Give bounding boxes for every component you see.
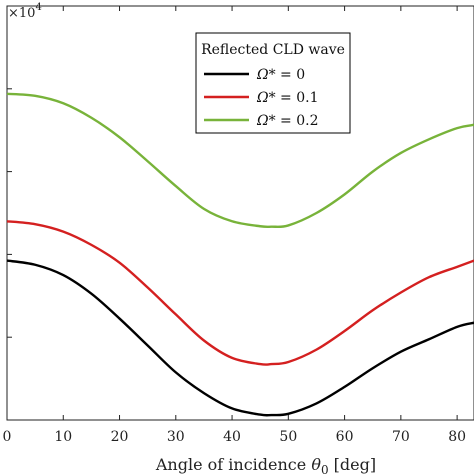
legend-label-0: Ω* = 0 [256, 67, 305, 83]
x-tick-label: 20 [111, 429, 129, 445]
x-tick-label: 0 [3, 429, 12, 445]
x-tick-label: 70 [392, 429, 410, 445]
axes [6, 5, 474, 421]
legend-box [195, 32, 351, 134]
legend-label-1: Ω* = 0.1 [256, 90, 319, 106]
legend-title: Reflected CLD wave [201, 42, 345, 58]
y-exponent-label: ×104 [8, 2, 42, 21]
legend-label-2: Ω* = 0.2 [256, 113, 319, 129]
plot-frame [6, 5, 474, 421]
x-tick-label: 30 [167, 429, 185, 445]
x-tick-label: 60 [336, 429, 354, 445]
legend: Reflected CLD wave Ω* = 0 Ω* = 0.1 Ω* = 0.… [195, 32, 351, 134]
x-tick-label: 40 [223, 429, 241, 445]
x-axis-label: Angle of incidence θ0 [deg] [155, 455, 376, 474]
legend-entries: Ω* = 0 Ω* = 0.1 Ω* = 0.2 [204, 67, 319, 129]
x-tick-label: 80 [448, 429, 466, 445]
series-line-0 [6, 259, 474, 417]
series-line-1 [6, 220, 474, 366]
tick-labels: 0 10 20 30 40 50 60 70 80 [3, 429, 466, 445]
series-lines [6, 92, 474, 417]
x-tick-label: 50 [279, 429, 297, 445]
x-tick-label: 10 [54, 429, 72, 445]
series-line-2 [6, 92, 474, 229]
